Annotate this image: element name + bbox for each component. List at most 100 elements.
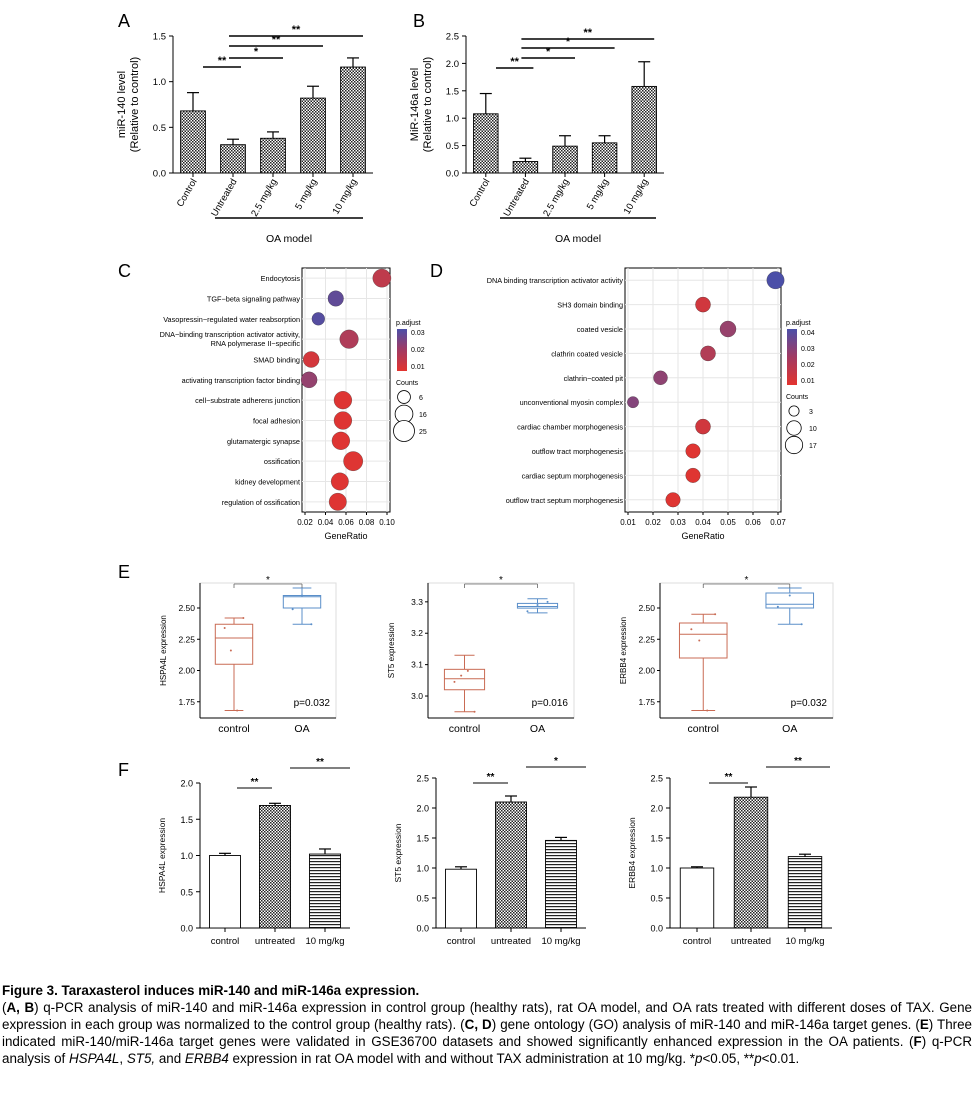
data-point bbox=[223, 627, 226, 629]
dot bbox=[766, 271, 785, 290]
bar-chart-a: 0.0 0.5 1.0 1.5 Control Untreated 2.5 mg/kg 5 m… bbox=[116, 24, 373, 245]
x-tick-label: 0.05 bbox=[720, 518, 736, 527]
legend-color-bar bbox=[787, 329, 797, 385]
significance-mark: ** bbox=[292, 24, 301, 36]
dot bbox=[327, 290, 344, 307]
y-tick-label: 3.1 bbox=[411, 660, 423, 670]
caption-p2-text: <0.01. bbox=[761, 1051, 800, 1066]
x-tick-label: Control bbox=[468, 177, 493, 209]
bar bbox=[512, 161, 539, 174]
caption-text-f: ) q-PCR analysis of bbox=[2, 1034, 973, 1066]
x-tick-label: untreated bbox=[255, 936, 295, 947]
p-value-label: p=0.032 bbox=[294, 698, 331, 709]
y-tick-label: 1.5 bbox=[650, 834, 663, 844]
dot bbox=[695, 296, 711, 313]
term-label: regulation of ossification bbox=[222, 498, 300, 507]
legend-size-tick: 3 bbox=[809, 409, 813, 416]
y-tick-label: 0.0 bbox=[416, 924, 429, 934]
x-tick-label: Untreated bbox=[209, 177, 239, 219]
x-tick-label: 10 mg/kg bbox=[305, 936, 344, 947]
box bbox=[516, 602, 559, 609]
term-label: glutamatergic synapse bbox=[227, 437, 300, 446]
x-tick-label: 0.02 bbox=[645, 518, 661, 527]
bar-chart-f3: 0.0 0.5 1.0 1.5 2.0 2.5 control untreated 10 mg/… bbox=[627, 756, 832, 947]
caption-ref-e: E bbox=[919, 1017, 929, 1032]
term-label: Vasopressin−regulated water reabsorption bbox=[163, 315, 300, 324]
figure-canvas: A B C D E F 0.0 0.5 1.0 1.5 Control Untreated… bbox=[116, 11, 834, 947]
y-tick-label: 2.50 bbox=[178, 603, 195, 613]
y-axis-label-sub: (Relative to control) bbox=[422, 57, 434, 152]
term-label: DNA binding transcription activator acti… bbox=[487, 276, 624, 285]
y-tick-label: 0.5 bbox=[446, 141, 459, 152]
legend-color-tick: 0.02 bbox=[411, 347, 425, 354]
panel-letter-e: E bbox=[118, 562, 130, 582]
p-value-label: p=0.016 bbox=[532, 698, 569, 709]
x-tick-label: 0.06 bbox=[745, 518, 761, 527]
bar bbox=[220, 144, 246, 174]
x-tick-label: 10 mg/kg bbox=[541, 936, 580, 947]
dot bbox=[685, 443, 701, 459]
caption-sep1: , bbox=[119, 1051, 127, 1066]
y-tick-label: 0.5 bbox=[180, 887, 193, 897]
legend-size-tick: 6 bbox=[419, 395, 423, 402]
bar bbox=[631, 85, 657, 174]
dot bbox=[331, 472, 349, 491]
x-tick-label: 0.03 bbox=[670, 518, 686, 527]
dot bbox=[372, 268, 392, 288]
legend-color-title: p.adjust bbox=[786, 320, 811, 327]
data-point bbox=[473, 710, 476, 713]
caption-text-cd: ) gene ontology (GO) analysis of miR-140… bbox=[491, 1017, 920, 1032]
caption-ref-f: F bbox=[913, 1034, 922, 1049]
data-point bbox=[788, 594, 791, 597]
caption-gene-hspa4l: HSPA4L bbox=[69, 1051, 120, 1066]
y-tick-label: 0.0 bbox=[446, 169, 459, 180]
legend-size-circle bbox=[393, 420, 415, 442]
term-label: outflow tract septum morphogenesis bbox=[506, 496, 624, 505]
legend-color-tick: 0.03 bbox=[411, 330, 425, 337]
y-tick-label: 0.5 bbox=[153, 123, 166, 134]
bar bbox=[591, 142, 618, 174]
dot bbox=[331, 431, 350, 450]
legend-size-circle bbox=[784, 435, 804, 455]
significance-mark: * bbox=[554, 756, 558, 767]
legend-color-tick: 0.04 bbox=[801, 330, 815, 337]
panel-letter-b: B bbox=[413, 11, 425, 31]
bar bbox=[340, 66, 366, 174]
term-label: kidney development bbox=[235, 478, 300, 487]
dot bbox=[339, 329, 359, 349]
y-axis-label: miR-140 level bbox=[116, 71, 128, 138]
dot bbox=[333, 391, 352, 410]
dot bbox=[302, 351, 320, 368]
caption-text-e: ) Three indicated miR-140/miR-146a targe… bbox=[2, 1017, 972, 1049]
significance-mark: * bbox=[745, 575, 749, 586]
significance-mark: ** bbox=[218, 55, 227, 67]
box-plot-e2: 3.0 3.1 3.2 3.3 control OA * p=0.016 ST5 express… bbox=[387, 575, 575, 735]
bar bbox=[552, 145, 578, 174]
charts-group: 0.0 0.5 1.0 1.5 Control Untreated 2.5 mg/kg 5 m… bbox=[116, 24, 834, 947]
x-tick-label: 5 mg/kg bbox=[293, 177, 319, 212]
dot bbox=[627, 396, 639, 409]
data-point bbox=[706, 709, 709, 712]
box bbox=[443, 668, 486, 691]
x-tick-label: 10 mg/kg bbox=[331, 177, 360, 216]
bar bbox=[209, 855, 241, 929]
legend-size-tick: 10 bbox=[809, 426, 817, 433]
dot bbox=[719, 320, 737, 338]
y-tick-label: 2.0 bbox=[650, 804, 663, 814]
x-tick-label: 0.07 bbox=[770, 518, 786, 527]
y-tick-label: 1.0 bbox=[180, 851, 193, 861]
bar-chart-b: 0.0 0.5 1.0 1.5 2.0 2.5 Control Untreated 2.5 mg… bbox=[409, 27, 664, 245]
data-point bbox=[301, 594, 303, 597]
y-axis-label: ST5 expression bbox=[387, 623, 396, 679]
bar bbox=[679, 867, 715, 929]
significance-mark: ** bbox=[510, 56, 519, 68]
dot bbox=[665, 492, 681, 508]
x-tick-label: untreated bbox=[731, 936, 771, 947]
dot bbox=[328, 492, 347, 511]
data-point bbox=[546, 600, 549, 603]
term-label: SH3 domain binding bbox=[557, 301, 623, 310]
data-point bbox=[714, 613, 717, 616]
x-tick-label: Untreated bbox=[502, 177, 532, 219]
y-tick-label: 2.25 bbox=[638, 634, 655, 644]
term-label: clathrin−coated pit bbox=[564, 374, 623, 383]
